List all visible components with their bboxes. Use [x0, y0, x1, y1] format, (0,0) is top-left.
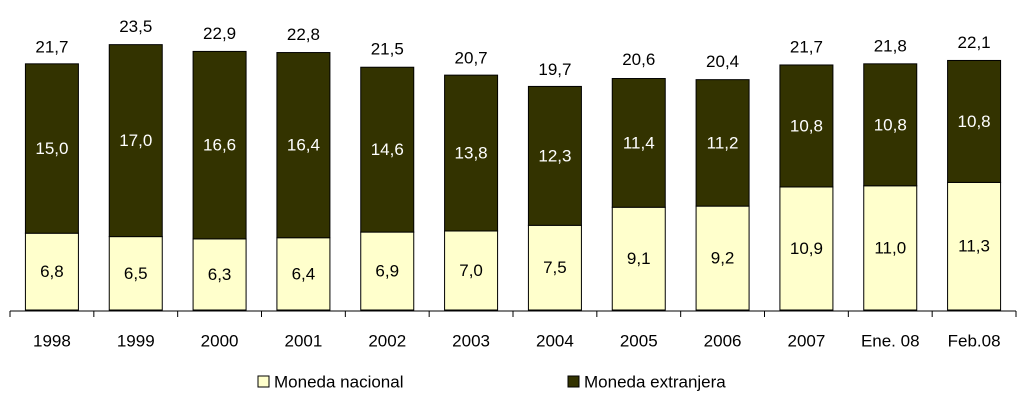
- value-label: 11,2: [707, 133, 739, 152]
- total-label: 22,8: [287, 25, 320, 44]
- x-tick-label: 1999: [117, 331, 155, 350]
- x-tick-label: 2004: [536, 331, 574, 350]
- total-label: 22,1: [958, 33, 991, 52]
- value-label: 6,5: [124, 264, 148, 283]
- legend-swatch: [567, 375, 580, 388]
- bar-segment: [947, 59, 1002, 183]
- x-tick-label: 2003: [452, 331, 490, 350]
- bar-segment: [360, 231, 415, 311]
- value-label: 11,3: [958, 237, 990, 256]
- legend-label: Moneda nacional: [274, 372, 403, 391]
- bar-segment: [192, 238, 247, 311]
- value-label: 10,9: [790, 239, 823, 258]
- x-tick-label: 2000: [201, 331, 239, 350]
- bar-segment: [779, 64, 834, 188]
- value-label: 10,8: [874, 115, 907, 134]
- value-label: 16,4: [287, 136, 320, 155]
- bar-segment: [611, 78, 666, 208]
- bar-segment: [24, 232, 79, 311]
- value-label: 15,0: [35, 139, 68, 158]
- x-tick-label: 2002: [368, 331, 406, 350]
- bar-segment: [108, 44, 163, 238]
- x-tick-label: 2001: [285, 331, 323, 350]
- bar-segment: [276, 52, 331, 239]
- x-tick-label: Ene. 08: [861, 331, 920, 350]
- x-tick-label: 2007: [788, 331, 826, 350]
- value-label: 10,8: [958, 112, 991, 131]
- total-label: 20,6: [622, 50, 655, 69]
- bar-segment: [947, 181, 1002, 311]
- value-label: 13,8: [455, 144, 488, 163]
- total-label: 19,7: [538, 60, 571, 79]
- value-label: 6,8: [40, 262, 64, 281]
- value-label: 11,0: [874, 238, 906, 257]
- bar-segment: [24, 63, 79, 234]
- total-label: 21,7: [790, 37, 823, 56]
- total-label: 23,5: [119, 17, 152, 36]
- bar-segment: [611, 206, 666, 311]
- bar-segment: [527, 224, 582, 311]
- bar-segment: [276, 237, 331, 311]
- value-label: 6,3: [208, 265, 232, 284]
- x-tick-label: 2005: [620, 331, 658, 350]
- value-label: 6,4: [292, 264, 316, 283]
- value-label: 9,1: [627, 249, 651, 268]
- bar-segment: [360, 66, 415, 233]
- legend-swatch: [257, 375, 270, 388]
- bar-segment: [444, 74, 499, 232]
- value-label: 12,3: [538, 146, 571, 165]
- bar-segment: [527, 85, 582, 226]
- value-label: 9,2: [711, 249, 735, 268]
- total-label: 21,5: [371, 40, 404, 59]
- value-label: 14,6: [371, 140, 404, 159]
- value-label: 10,8: [790, 116, 823, 135]
- x-tick-label: 1998: [33, 331, 71, 350]
- value-label: 6,9: [375, 262, 399, 281]
- bar-segment: [444, 230, 499, 311]
- bar-segment: [779, 186, 834, 311]
- value-label: 7,0: [459, 261, 483, 280]
- value-label: 16,6: [203, 136, 236, 155]
- total-label: 20,4: [706, 52, 739, 71]
- bar-segment: [863, 63, 918, 187]
- bar-segment: [695, 79, 750, 207]
- value-label: 17,0: [119, 131, 152, 150]
- x-tick-label: 2006: [704, 331, 742, 350]
- bar-segment: [695, 205, 750, 311]
- total-label: 20,7: [455, 49, 488, 68]
- x-tick-label: Feb.08: [948, 331, 1001, 350]
- total-label: 22,9: [203, 24, 236, 43]
- bar-segment: [192, 50, 247, 240]
- bar-segment: [108, 236, 163, 311]
- total-label: 21,7: [35, 37, 68, 56]
- total-label: 21,8: [874, 36, 907, 55]
- value-label: 11,4: [623, 133, 655, 152]
- legend-label: Moneda extranjera: [584, 372, 726, 391]
- value-label: 7,5: [543, 258, 567, 277]
